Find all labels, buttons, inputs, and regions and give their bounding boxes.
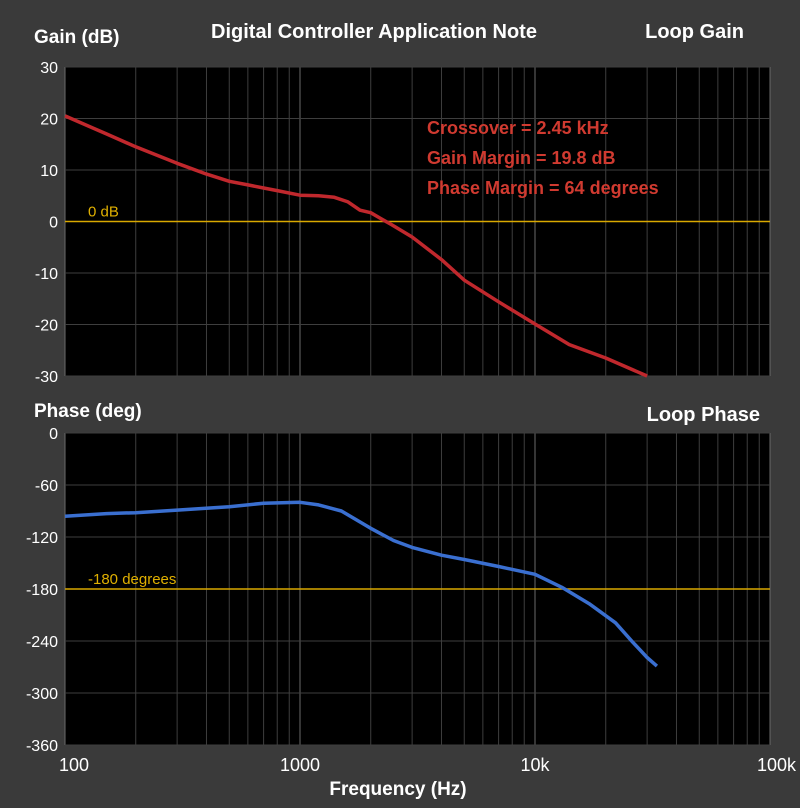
- x-tick-label: 10k: [520, 755, 550, 775]
- y-tick-label: 10: [40, 163, 58, 180]
- y-tick-label: 0: [49, 215, 58, 232]
- y-tick-label: -60: [35, 478, 58, 495]
- x-axis-label: Frequency (Hz): [329, 779, 466, 800]
- phase-chart-title: Loop Phase: [647, 404, 760, 426]
- crossover-annotation: Crossover = 2.45 kHz: [427, 118, 609, 138]
- y-tick-label: -240: [26, 634, 58, 651]
- phase-curve: [64, 500, 659, 668]
- y-tick-label: -10: [35, 266, 58, 283]
- y-tick-label: 0: [49, 426, 58, 443]
- y-tick-label: 20: [40, 112, 58, 129]
- gain-chart-title: Loop Gain: [645, 21, 744, 43]
- page-title: Digital Controller Application Note: [211, 21, 537, 43]
- y-tick-label: -180: [26, 582, 58, 599]
- y-tick-label: -300: [26, 686, 58, 703]
- y-tick-label: 30: [40, 60, 58, 77]
- x-ticks: 100 1000 10k 100k: [59, 755, 797, 775]
- y-tick-label: -120: [26, 530, 58, 547]
- x-tick-label: 1000: [280, 755, 320, 775]
- zero-db-label: 0 dB: [88, 204, 119, 221]
- phase-y-ticks: 0 -60 -120 -180 -240 -300 -360: [26, 426, 58, 755]
- x-tick-label: 100: [59, 755, 89, 775]
- minus-180-label: -180 degrees: [88, 571, 176, 588]
- phase-margin-annotation: Phase Margin = 64 degrees: [427, 178, 659, 198]
- gain-y-ticks: 30 20 10 0 -10 -20 -30: [35, 60, 58, 386]
- y-tick-label: -20: [35, 318, 58, 335]
- phase-axis-label: Phase (deg): [34, 401, 142, 422]
- gain-axis-label: Gain (dB): [34, 27, 120, 48]
- x-tick-label: 100k: [757, 755, 797, 775]
- gain-curve: [64, 114, 648, 378]
- gain-margin-annotation: Gain Margin = 19.8 dB: [427, 148, 616, 168]
- y-tick-label: -30: [35, 369, 58, 386]
- y-tick-label: -360: [26, 738, 58, 755]
